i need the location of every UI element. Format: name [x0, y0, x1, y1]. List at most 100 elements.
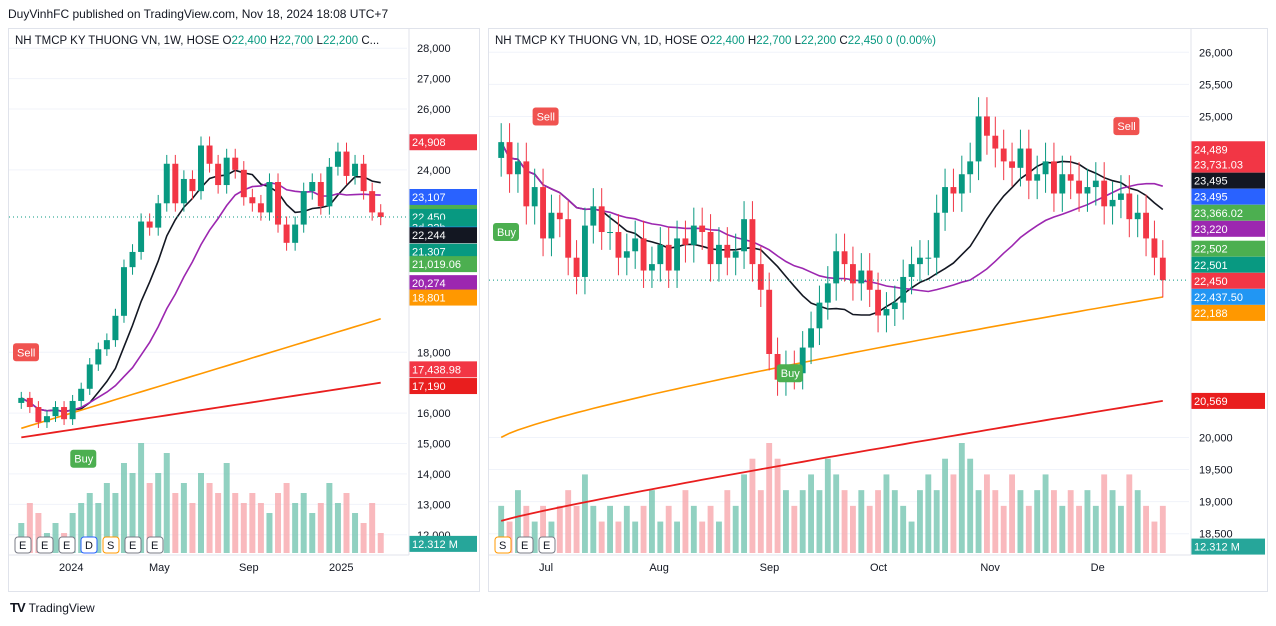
candle-body: [808, 328, 814, 348]
daily-chart-canvas[interactable]: 26,000 25,500 25,000 20,000 19,500 19,000 18,5…: [489, 29, 1267, 591]
event-marker-label: E: [63, 540, 70, 552]
volume-bar: [657, 521, 664, 553]
candle-body: [223, 157, 230, 186]
volume-bar: [95, 503, 102, 553]
candle-body: [1076, 180, 1082, 194]
x-tick-label: Jul: [539, 562, 553, 574]
price-label: 12.312 M: [412, 539, 458, 551]
volume-bar: [172, 493, 179, 553]
volume-bar: [334, 503, 341, 553]
x-tick-label: May: [149, 562, 170, 574]
volume-bar: [1051, 490, 1057, 553]
candle-body: [146, 221, 153, 228]
volume-bar: [112, 493, 119, 553]
candle-body: [749, 219, 756, 265]
volume-bar: [129, 473, 136, 553]
weekly-chart-canvas[interactable]: 28,000 27,000 26,000 24,000 18,000 16,000 15,0…: [9, 29, 479, 591]
volume-bar: [180, 483, 187, 553]
candle-body: [741, 219, 747, 252]
y-tick-label: 27,000: [417, 74, 451, 86]
volume-bar: [967, 458, 974, 553]
candle-body: [690, 225, 697, 245]
volume-bar: [317, 503, 324, 553]
candle-body: [950, 187, 957, 194]
event-marker-label: E: [521, 540, 528, 552]
candle-body: [129, 251, 136, 268]
candle-body: [1009, 161, 1015, 168]
candle-body: [1118, 193, 1124, 200]
weekly-symbol-name: NH TMCP KY THUONG VN, 1W, HOSE: [15, 35, 220, 47]
event-marker-label: E: [19, 540, 26, 552]
sma200-line: [21, 381, 381, 439]
volume-bar: [78, 503, 85, 553]
volume-bar: [975, 490, 982, 553]
candle-body: [198, 145, 204, 192]
sma150-line: [500, 296, 1163, 439]
volume-bar: [573, 505, 580, 553]
candle-body: [215, 163, 222, 186]
volume-bar: [623, 505, 630, 553]
candle-body: [984, 116, 990, 136]
volume-bar: [958, 443, 965, 553]
candle-body: [240, 169, 247, 198]
volume-bar: [1067, 490, 1074, 553]
volume-bar: [146, 483, 153, 553]
candle-body: [858, 270, 865, 284]
candle-body: [925, 257, 932, 259]
price-label: 21,307: [412, 247, 446, 259]
daily-chart-panel[interactable]: 26,000 25,500 25,000 20,000 19,500 19,000 18,5…: [488, 28, 1268, 592]
volume-bar: [369, 503, 376, 553]
candle-body: [360, 163, 367, 192]
event-marker-icon: [58, 536, 76, 554]
volume-bar: [1134, 490, 1141, 553]
y-tick-label: 18,000: [417, 347, 451, 359]
price-label-box: [1191, 188, 1265, 205]
signal-badge: [493, 223, 519, 242]
candle-body: [377, 212, 384, 217]
candle-body: [172, 163, 179, 204]
volume-bar: [266, 513, 273, 553]
candle-body: [249, 197, 256, 204]
candle-body: [1051, 161, 1057, 194]
candle-body: [189, 178, 196, 192]
volume-bar: [26, 503, 33, 553]
candle-body: [1025, 148, 1032, 181]
event-marker-icon: [14, 536, 32, 554]
daily-legend: NH TMCP KY THUONG VN, 1D, HOSE O22,400 H…: [495, 35, 936, 47]
volume-bar: [300, 493, 307, 553]
event-marker-icon: [102, 536, 120, 554]
price-label-box: [409, 243, 477, 260]
volume-bar: [531, 521, 538, 553]
volume-bar: [275, 493, 282, 553]
daily-open: 22,400: [709, 35, 745, 47]
volume-bar: [1092, 505, 1099, 553]
y-tick-label: 26,000: [1199, 47, 1233, 59]
candle-body: [732, 251, 739, 258]
signal-badge: [532, 107, 559, 126]
price-label-box: [1191, 141, 1265, 158]
event-marker-icon: [516, 536, 534, 554]
price-label-box: [409, 188, 477, 205]
candle-body: [917, 257, 923, 265]
tradingview-logo-icon: TV: [10, 600, 26, 615]
candle-body: [565, 219, 572, 258]
price-label-box: [1191, 392, 1265, 409]
daily-close-label: C: [839, 35, 848, 47]
price-label: 24,489: [1194, 144, 1228, 156]
y-tick-label: 20,000: [1199, 432, 1233, 444]
candle-body: [52, 407, 59, 417]
x-tick-label: Aug: [649, 562, 669, 574]
signal-label: Buy: [781, 368, 800, 380]
volume-bar: [917, 490, 923, 553]
x-tick-label: De: [1091, 562, 1105, 574]
volume-bar: [343, 493, 350, 553]
y-tick-label: 19,000: [1199, 497, 1233, 509]
signal-badge: [776, 364, 803, 383]
volume-bar: [774, 458, 781, 553]
y-tick-label: 16,000: [417, 408, 451, 420]
weekly-chart-panel[interactable]: 28,000 27,000 26,000 24,000 18,000 16,000 15,0…: [8, 28, 480, 592]
x-tick-label: Nov: [980, 562, 1000, 574]
candle-body: [833, 251, 840, 284]
volume-bar: [283, 483, 290, 553]
sma-medium-line: [500, 141, 1164, 293]
